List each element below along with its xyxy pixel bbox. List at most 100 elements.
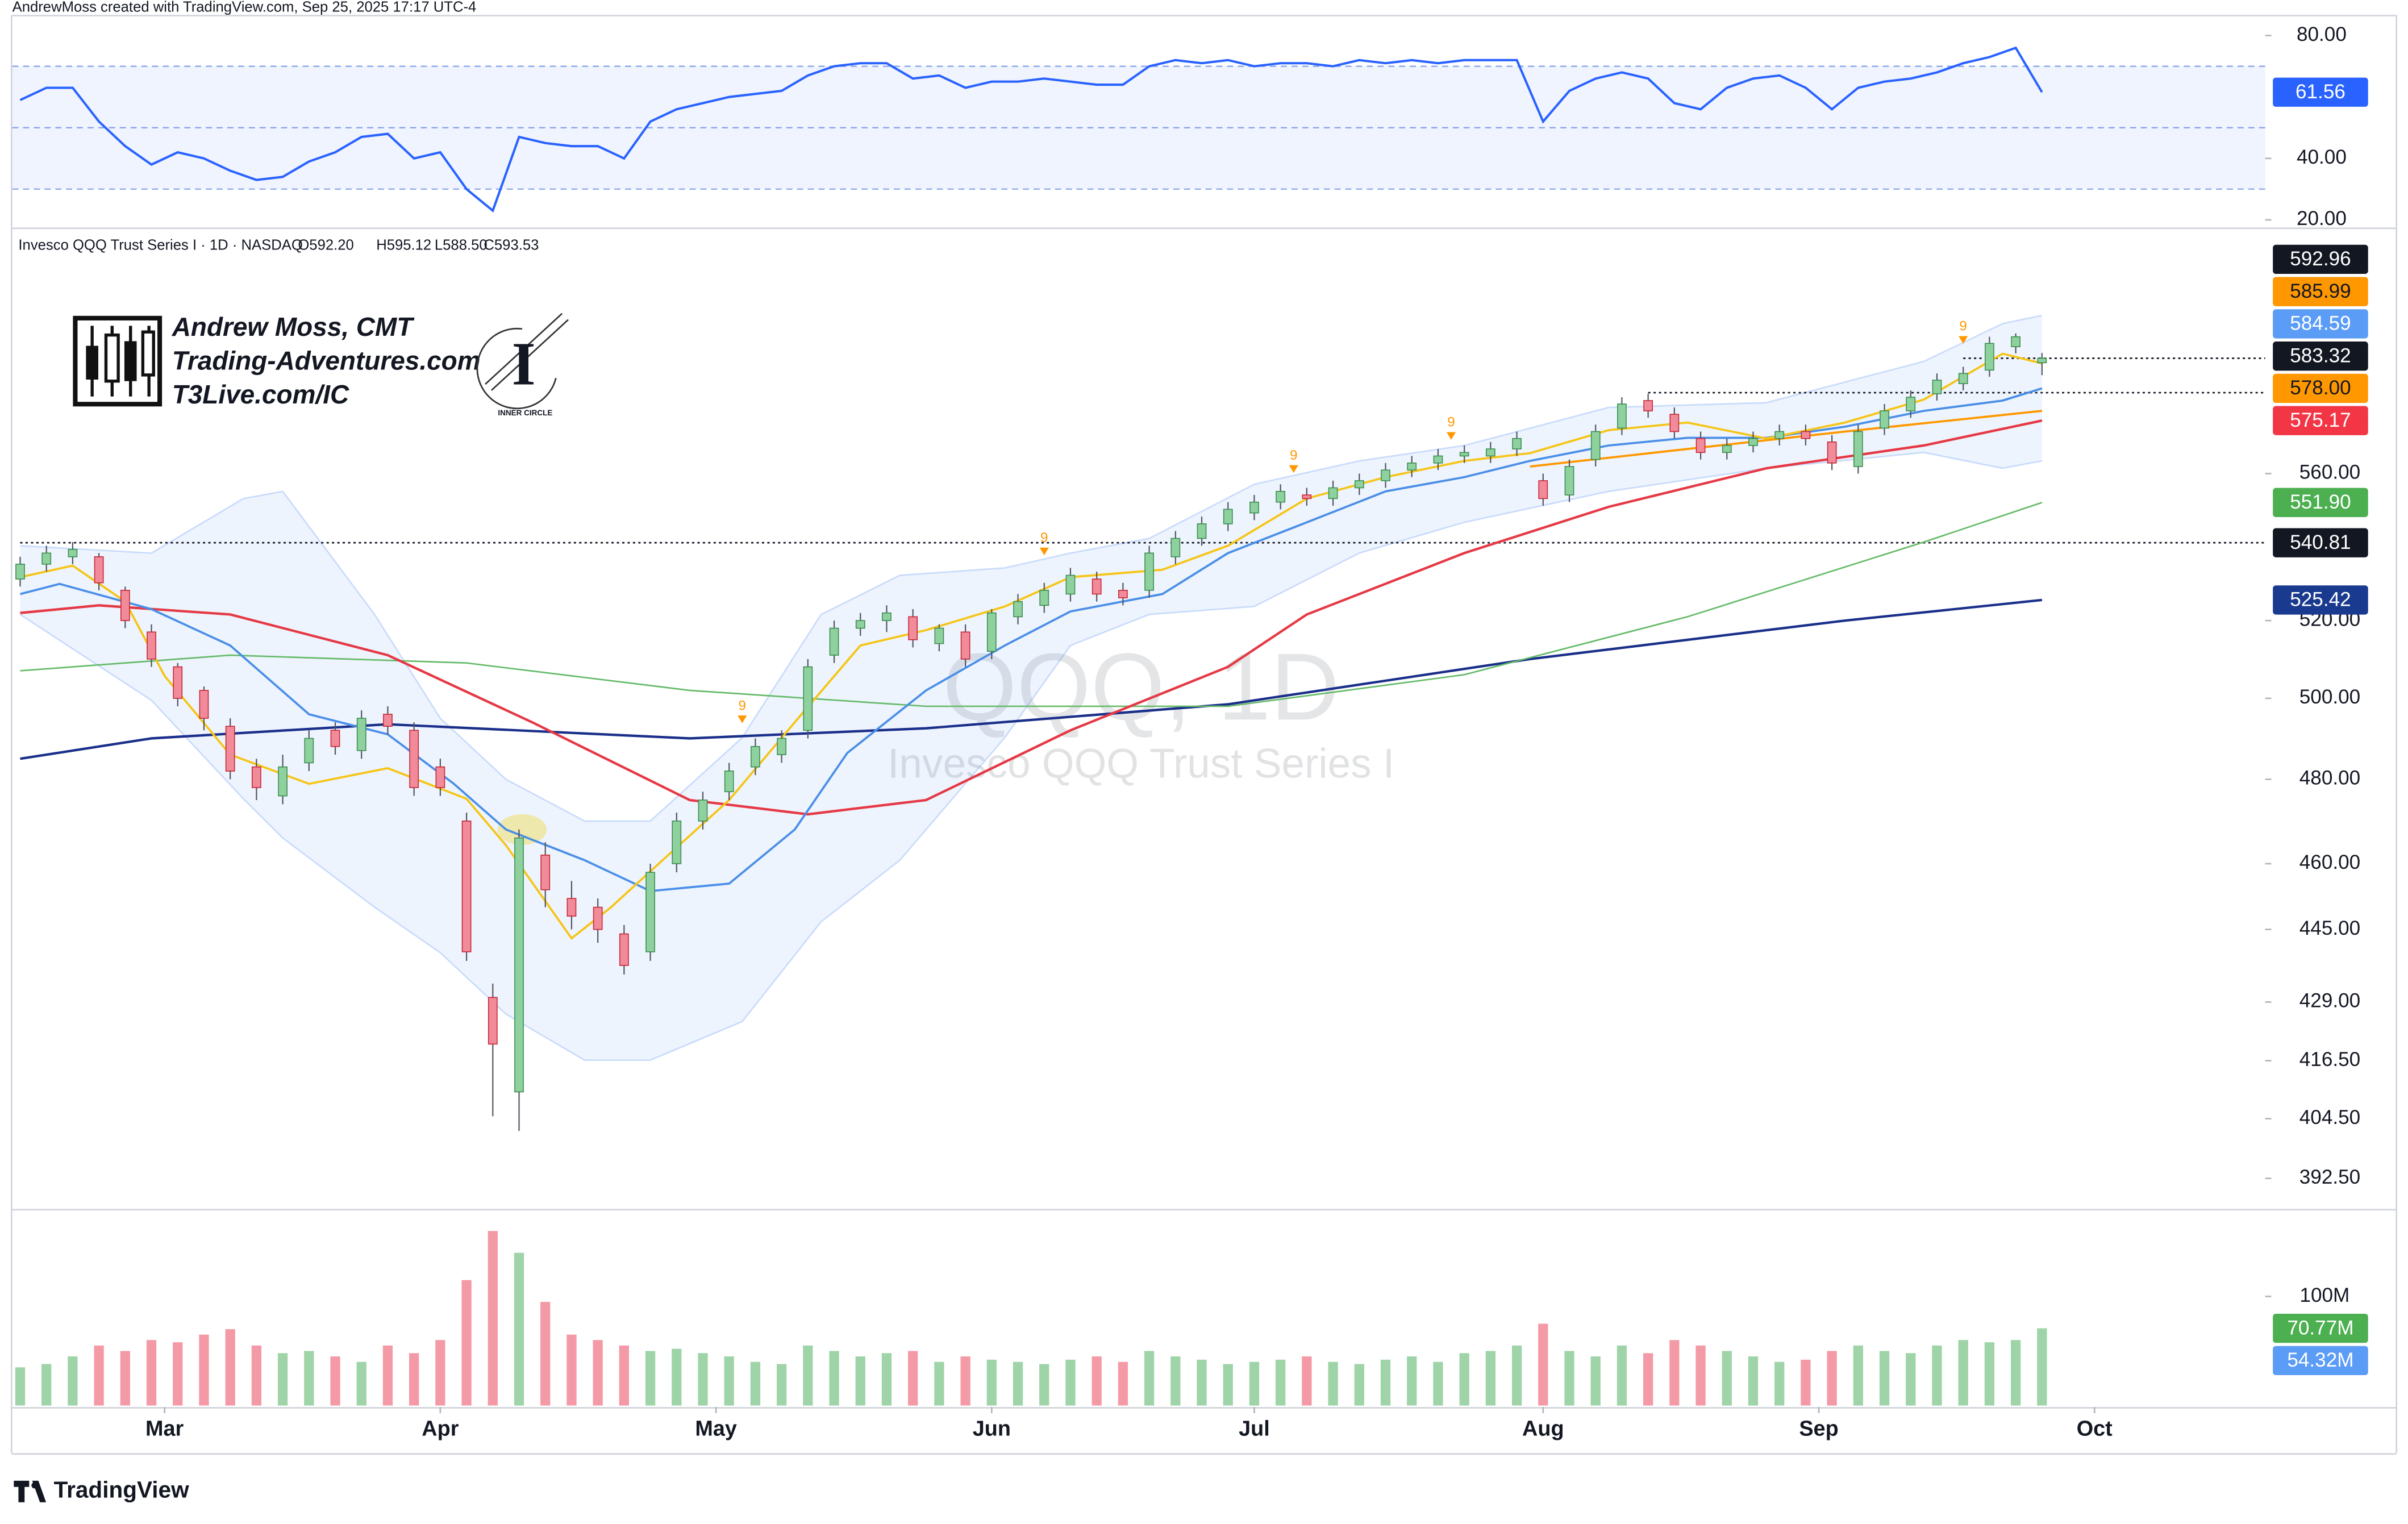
logo: Andrew Moss, CMT Trading-Adventures.com … (73, 312, 569, 417)
volume-bar (435, 1340, 445, 1406)
candle-body (1485, 448, 1495, 457)
volume-bar (1013, 1361, 1023, 1406)
price-label: 584.59 (2290, 313, 2351, 335)
volume-bar (15, 1367, 26, 1406)
volume-bar (1722, 1351, 1732, 1406)
candle-body (1643, 400, 1653, 411)
volume-label-box (2273, 1313, 2368, 1343)
candle-body (1590, 431, 1601, 460)
candle-body (173, 666, 183, 699)
frame (10, 15, 2398, 1455)
candle-body (1801, 431, 1811, 439)
candle-body (68, 549, 78, 557)
candle-body (986, 612, 997, 652)
candle-body (1065, 574, 1076, 595)
candle-body (1695, 438, 1706, 453)
moving-average (20, 502, 2043, 707)
volume-bar (803, 1345, 813, 1406)
candle-body (619, 933, 629, 966)
td-marker-arrow (1959, 336, 1968, 344)
layer-back: 392.50 404.50 416.50 429.00 445.00 460.00 480.… (12, 23, 2360, 1441)
volume-bar (2037, 1328, 2047, 1406)
candle-body (1722, 445, 1732, 453)
volume-bar (829, 1351, 839, 1406)
volume-bar (1984, 1342, 1995, 1406)
volume-bar (1223, 1364, 1233, 1406)
volume-bar (1485, 1351, 1496, 1406)
volume-tick-label: 100M (2299, 1284, 2349, 1306)
volume-bar (672, 1348, 682, 1406)
bollinger-lower (19, 451, 2043, 1061)
y-tick-label: 416.50 (2299, 1048, 2360, 1071)
y-tick-label: 392.50 (2299, 1166, 2360, 1188)
x-tick-label: May (695, 1417, 737, 1441)
candle-body (1564, 466, 1574, 495)
volume-bar (1617, 1345, 1627, 1406)
volume-bar (1932, 1345, 1942, 1406)
y-tick-label: 404.50 (2299, 1106, 2360, 1129)
volume-bar (1197, 1359, 1207, 1406)
candle-body (1459, 452, 1469, 457)
candle-body (1853, 431, 1863, 467)
price-label-box (2273, 244, 2368, 274)
volume-bar (698, 1353, 708, 1406)
volume-bar (1695, 1345, 1706, 1406)
volume-bar (960, 1356, 970, 1406)
x-tick-label: Sep (1799, 1417, 1838, 1441)
volume-bar (199, 1334, 209, 1406)
volume-bar (1774, 1361, 1785, 1406)
x-tick-label: Aug (1522, 1417, 1564, 1441)
candle-body (566, 898, 577, 917)
logo-candle (104, 333, 120, 383)
ohlc-high: H595.12 (376, 238, 431, 253)
candle-body (356, 718, 366, 751)
volume-bar (1564, 1351, 1574, 1406)
candle-body (461, 821, 472, 952)
candle-body (1013, 601, 1023, 618)
candle-body (488, 997, 498, 1045)
volume-bar (173, 1342, 183, 1406)
logo-site: Trading-Adventures.com (172, 345, 481, 375)
volume-bar (1354, 1364, 1364, 1406)
footer-icon-dot (31, 1482, 38, 1489)
price-label-box (2273, 488, 2368, 517)
candle-body (1433, 455, 1443, 464)
volume-label-box (2273, 1346, 2368, 1376)
candle-body (435, 766, 445, 788)
price-label: 540.81 (2290, 531, 2351, 553)
candle-body (120, 589, 130, 621)
volume-bar (1144, 1351, 1155, 1406)
candle-body (777, 738, 787, 755)
candle-body (960, 631, 970, 660)
volume-bar (120, 1351, 130, 1406)
volume-bar (356, 1361, 366, 1406)
volume-bar (1302, 1356, 1312, 1406)
volume-bar (68, 1356, 78, 1406)
candle-body (672, 821, 682, 864)
volume-bar (934, 1361, 944, 1406)
price-label-box (2273, 406, 2368, 435)
y-tick-label: 445.00 (2299, 917, 2360, 939)
candle-body (1985, 343, 1994, 371)
volume-bar (593, 1340, 603, 1406)
volume-bar (514, 1252, 524, 1406)
volume-bar (1249, 1361, 1260, 1406)
candle-body (330, 730, 340, 747)
badge-line (490, 319, 569, 391)
td-marker-label: 9 (1959, 319, 1967, 334)
candle-body (94, 556, 104, 584)
candle-body (698, 800, 708, 822)
volume-bar (41, 1364, 52, 1406)
volume-bar (1643, 1353, 1653, 1406)
candle-body (304, 738, 314, 764)
volume-bar (1853, 1345, 1863, 1406)
y-tick-label: 460.00 (2299, 851, 2360, 873)
badge-letter: I (512, 331, 536, 398)
logo-candle (141, 330, 155, 377)
logo-candle (124, 341, 137, 381)
volume-bar (724, 1356, 734, 1406)
volume-bar (750, 1361, 761, 1406)
candle-body (1118, 589, 1128, 598)
